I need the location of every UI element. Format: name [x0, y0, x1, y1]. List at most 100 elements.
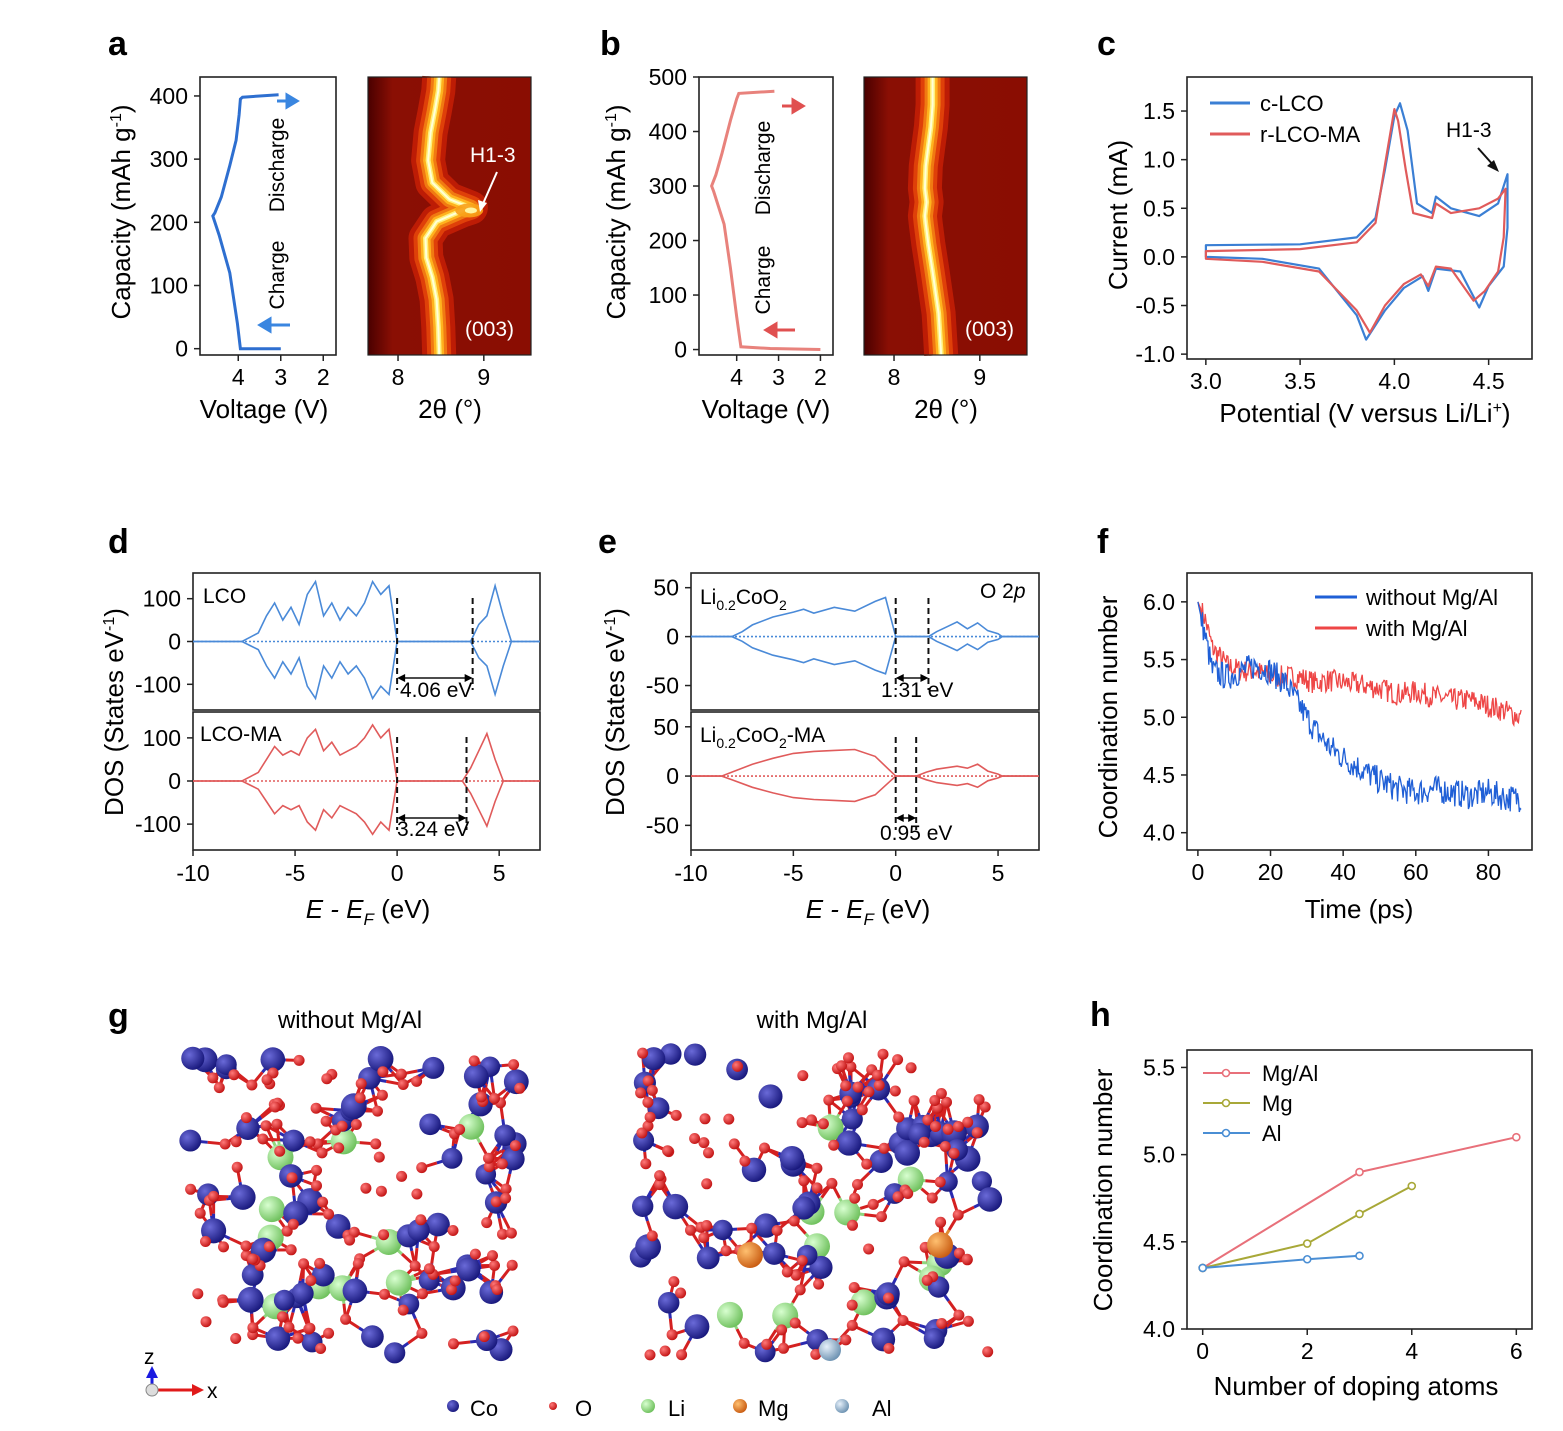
atom-o — [953, 1247, 965, 1259]
atom-o — [982, 1346, 994, 1358]
y-tick-label: -100 — [135, 671, 181, 697]
atom-o — [317, 1196, 329, 1208]
x-tick-label: 4.5 — [1473, 368, 1505, 394]
atom-o — [416, 1327, 428, 1339]
x-tick-label: 4.0 — [1378, 368, 1410, 394]
atom-o — [797, 1070, 809, 1082]
xrd-peak-band — [923, 77, 943, 356]
atom-o — [246, 1079, 258, 1091]
atom-o — [397, 1304, 409, 1316]
atom-o — [507, 1325, 519, 1337]
atom-o — [867, 1198, 879, 1210]
atom-co — [384, 1342, 406, 1364]
atom-o — [935, 1216, 947, 1228]
atom-o — [908, 1095, 920, 1107]
y-tick-label: 0 — [666, 763, 679, 789]
atom-o — [417, 1288, 428, 1300]
atom-o — [935, 1088, 947, 1099]
atom-mg — [737, 1242, 763, 1268]
atom-o — [732, 1060, 743, 1072]
atom-o — [811, 1182, 823, 1194]
y-tick-label: 300 — [150, 146, 188, 172]
gap-arrow-head — [458, 814, 467, 822]
atom-o — [261, 1074, 273, 1086]
atom-o — [746, 1222, 758, 1234]
atom-o — [872, 1069, 883, 1081]
data-point-Mg — [1407, 1181, 1417, 1191]
dos-spin-up — [193, 723, 540, 782]
atom-o — [489, 1093, 500, 1104]
panel-a-h13-annotation: H1-3 — [470, 144, 516, 167]
atom-o — [230, 1136, 242, 1148]
atom-o — [271, 1118, 283, 1130]
atom-o — [897, 1315, 909, 1326]
atom-co — [260, 1047, 286, 1072]
atom-o — [285, 1244, 297, 1256]
panel-a-ylabel: Capacity (mAh g-1) — [106, 104, 136, 319]
dos-spin-up — [691, 748, 1039, 777]
legend-o-icon — [549, 1402, 557, 1410]
atom-co — [696, 1246, 720, 1270]
x-tick-label: 0 — [1191, 859, 1204, 885]
x-tick-label: -10 — [674, 860, 707, 886]
atom-o — [344, 1234, 356, 1246]
x-tick-label: 5 — [493, 860, 506, 886]
atom-co — [758, 1084, 783, 1109]
atom-li — [385, 1269, 412, 1296]
atom-o — [475, 1091, 487, 1103]
atom-mg — [927, 1232, 953, 1258]
atom-o — [936, 1318, 948, 1329]
panel-a-charge-label: Charge — [266, 241, 289, 310]
atom-o — [640, 1158, 652, 1170]
atom-co — [426, 1212, 450, 1237]
y-tick-label: 0 — [168, 629, 181, 655]
panel-b-ylabel: Capacity (mAh g-1) — [601, 104, 631, 319]
atom-o — [496, 1158, 508, 1170]
panel-d-ylabel: DOS (States eV-1) — [99, 608, 129, 816]
panel-d-xlabel: E - EF (eV) — [306, 894, 431, 929]
atom-co — [684, 1314, 710, 1339]
atom-o — [637, 1047, 649, 1059]
atom-o — [761, 1338, 773, 1350]
atom-o — [489, 1260, 500, 1271]
atom-o — [321, 1073, 333, 1085]
y-tick-label: 4.5 — [1143, 1229, 1175, 1255]
legend-co: Co — [470, 1396, 498, 1421]
atom-o — [500, 1192, 512, 1204]
y-tick-label: 400 — [649, 119, 687, 145]
atom-o — [310, 1102, 322, 1114]
dos-spin-up — [193, 579, 540, 643]
panel-h-label: h — [1090, 996, 1111, 1034]
atom-o — [323, 1208, 335, 1220]
xrd-frame — [863, 76, 1028, 356]
panel-f-md-plot: 0 20 40 60 80 4.0 4.5 5.0 5.5 6.0 — [1143, 572, 1533, 885]
atom-o — [817, 1118, 829, 1130]
x-tick-label: 2 — [814, 364, 827, 390]
atom-o — [883, 1342, 895, 1354]
x-tick-label: 3 — [274, 364, 287, 390]
atom-o — [823, 1094, 835, 1106]
atom-o — [905, 1062, 917, 1074]
panel-b-label: b — [600, 25, 621, 63]
legend-without-mgal: without Mg/Al — [1365, 585, 1498, 610]
atom-o — [759, 1142, 770, 1154]
panel-f-label: f — [1097, 523, 1109, 561]
atom-o — [720, 1245, 732, 1257]
panel-c-label: c — [1097, 25, 1116, 63]
y-tick-label: 4.5 — [1143, 762, 1175, 788]
atom-o — [257, 1133, 269, 1145]
atom-o — [973, 1094, 985, 1106]
atom-al — [819, 1339, 841, 1361]
panel-f-legend: without Mg/Al with Mg/Al — [1315, 585, 1498, 641]
y-tick-label: -50 — [646, 812, 679, 838]
atom-o — [883, 1292, 894, 1304]
md-trace-without Mg/Al — [1197, 601, 1522, 813]
atom-o — [794, 1284, 806, 1296]
atom-o — [377, 1066, 389, 1078]
atom-co — [869, 1149, 893, 1173]
atom-o — [311, 1164, 322, 1176]
atom-co — [283, 1200, 309, 1227]
atom-o — [889, 1085, 901, 1097]
atom-o — [340, 1313, 352, 1325]
